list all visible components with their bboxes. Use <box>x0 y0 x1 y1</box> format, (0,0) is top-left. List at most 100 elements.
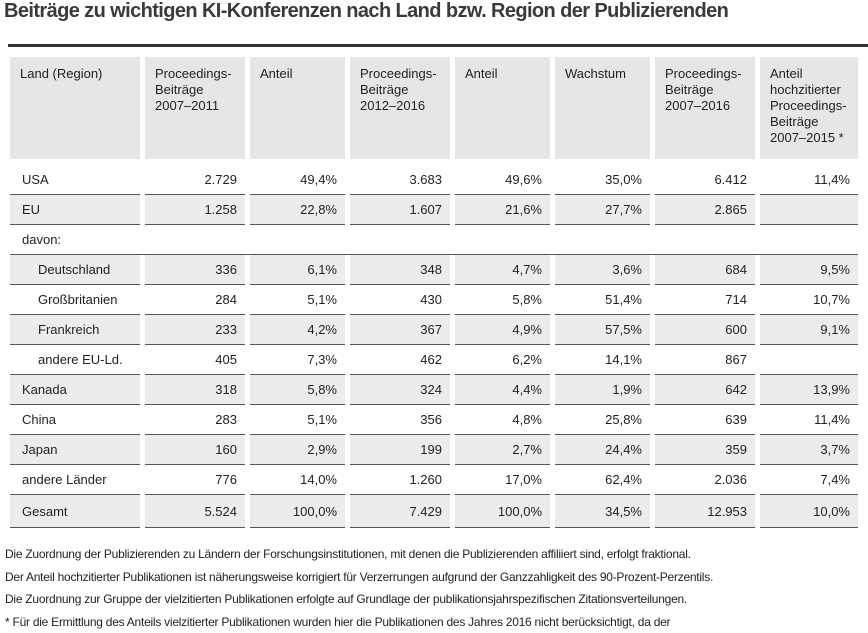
data-cell: 49,6% <box>455 159 550 195</box>
data-cell <box>760 345 858 375</box>
data-cell: 3,6% <box>555 255 650 285</box>
data-cell: 867 <box>655 345 755 375</box>
row-label: China <box>10 405 140 435</box>
data-cell: 4,2% <box>250 315 345 345</box>
data-cell: 27,7% <box>555 195 650 225</box>
data-cell: 11,4% <box>760 405 858 435</box>
data-cell: 356 <box>350 405 450 435</box>
data-cell: 5,8% <box>455 285 550 315</box>
row-label: Japan <box>10 435 140 465</box>
data-cell: 57,5% <box>555 315 650 345</box>
data-cell: 9,1% <box>760 315 858 345</box>
data-cell: 336 <box>145 255 245 285</box>
header-cell: Wachstum <box>555 57 650 159</box>
data-cell: 2,7% <box>455 435 550 465</box>
data-cell: 714 <box>655 285 755 315</box>
data-cell: 7,3% <box>250 345 345 375</box>
data-cell: 62,4% <box>555 465 650 495</box>
header-cell: Proceedings- Beiträge 2007–2011 <box>145 57 245 159</box>
data-cell: 4,7% <box>455 255 550 285</box>
data-cell: 14,1% <box>555 345 650 375</box>
row-label: andere Länder <box>10 465 140 495</box>
data-cell: 283 <box>145 405 245 435</box>
data-cell: 5,1% <box>250 405 345 435</box>
data-cell: 684 <box>655 255 755 285</box>
data-cell: 405 <box>145 345 245 375</box>
data-cell: 13,9% <box>760 375 858 405</box>
data-cell: 324 <box>350 375 450 405</box>
data-cell: 100,0% <box>455 495 550 528</box>
data-cell: 34,5% <box>555 495 650 528</box>
data-cell: 49,4% <box>250 159 345 195</box>
data-cell: 600 <box>655 315 755 345</box>
header-row: Land (Region)Proceedings- Beiträge 2007–… <box>10 57 858 159</box>
row-label: Großbritanien <box>10 285 140 315</box>
data-cell: 1.607 <box>350 195 450 225</box>
data-cell: 462 <box>350 345 450 375</box>
page-body: Beiträge zu wichtigen KI-Konferenzen nac… <box>0 0 868 618</box>
row-label: davon: <box>10 225 858 255</box>
data-cell: 24,4% <box>555 435 650 465</box>
table-row: davon: <box>10 225 858 255</box>
data-cell: 160 <box>145 435 245 465</box>
row-label: USA <box>10 159 140 195</box>
row-label: Deutschland <box>10 255 140 285</box>
data-cell: 21,6% <box>455 195 550 225</box>
data-cell: 51,4% <box>555 285 650 315</box>
data-cell: 9,5% <box>760 255 858 285</box>
data-cell: 7.429 <box>350 495 450 528</box>
data-table: Land (Region)Proceedings- Beiträge 2007–… <box>5 57 863 528</box>
data-cell: 318 <box>145 375 245 405</box>
row-label: andere EU-Ld. <box>10 345 140 375</box>
data-cell: 1,9% <box>555 375 650 405</box>
header-cell: Anteil <box>455 57 550 159</box>
header-cell: Proceedings- Beiträge 2007–2016 <box>655 57 755 159</box>
data-cell: 2.729 <box>145 159 245 195</box>
data-cell: 3.683 <box>350 159 450 195</box>
data-cell: 642 <box>655 375 755 405</box>
header-cell: Proceedings- Beiträge 2012–2016 <box>350 57 450 159</box>
row-label: Kanada <box>10 375 140 405</box>
data-cell: 22,8% <box>250 195 345 225</box>
data-cell <box>760 195 858 225</box>
header-cell: Land (Region) <box>10 57 140 159</box>
data-cell: 367 <box>350 315 450 345</box>
data-cell: 2.036 <box>655 465 755 495</box>
data-cell: 359 <box>655 435 755 465</box>
title-rule <box>8 44 868 47</box>
data-cell: 1.260 <box>350 465 450 495</box>
data-cell: 6.412 <box>655 159 755 195</box>
data-cell: 4,9% <box>455 315 550 345</box>
data-cell: 5,8% <box>250 375 345 405</box>
data-cell: 17,0% <box>455 465 550 495</box>
data-cell: 776 <box>145 465 245 495</box>
data-cell: 430 <box>350 285 450 315</box>
data-cell: 2.865 <box>655 195 755 225</box>
footnote: Die Zuordnung der Publizierenden zu Länd… <box>5 543 865 566</box>
data-cell: 348 <box>350 255 450 285</box>
footnotes: Die Zuordnung der Publizierenden zu Länd… <box>5 543 865 633</box>
footnote: * Für die Ermittlung des Anteils vielzit… <box>5 611 865 633</box>
data-cell: 6,1% <box>250 255 345 285</box>
row-label: EU <box>10 195 140 225</box>
data-cell: 100,0% <box>250 495 345 528</box>
data-cell: 639 <box>655 405 755 435</box>
data-cell: 3,7% <box>760 435 858 465</box>
row-label: Frankreich <box>10 315 140 345</box>
data-cell: 7,4% <box>760 465 858 495</box>
data-cell: 4,4% <box>455 375 550 405</box>
data-cell: 35,0% <box>555 159 650 195</box>
data-cell: 5,1% <box>250 285 345 315</box>
header-cell: Anteil hochzitierter Proceedings- Beiträ… <box>760 57 858 159</box>
data-cell: 10,0% <box>760 495 858 528</box>
data-cell: 12.953 <box>655 495 755 528</box>
